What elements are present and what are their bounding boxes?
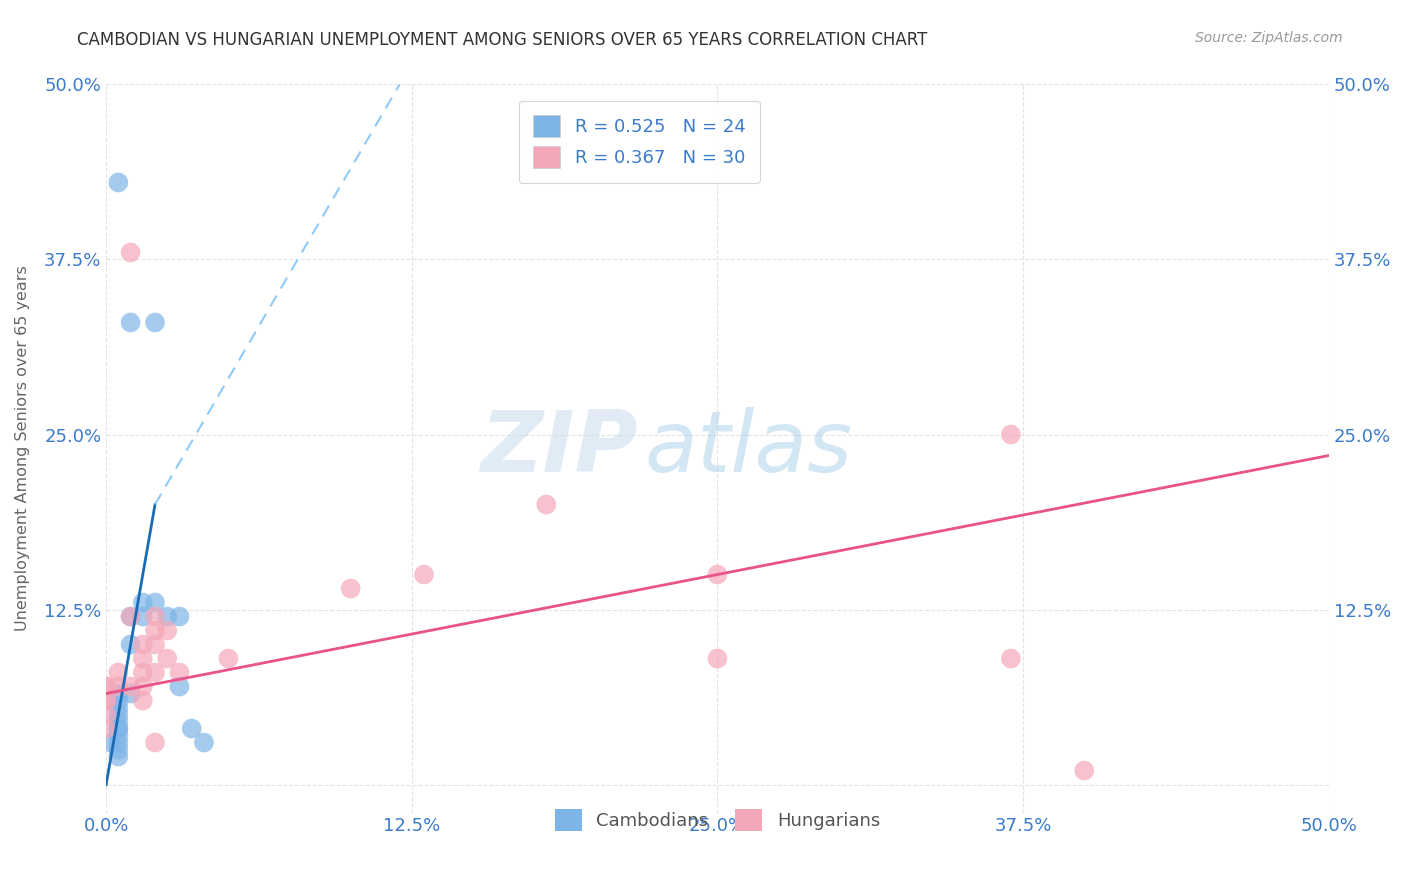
Point [413, 567, 436, 582]
Point [1073, 764, 1095, 778]
Point [180, 722, 202, 736]
Point [706, 567, 728, 582]
Point [156, 624, 179, 638]
Point [169, 680, 191, 694]
Point [132, 651, 155, 665]
Point [107, 742, 129, 756]
Point [169, 609, 191, 624]
Point [1000, 651, 1022, 665]
Point [1000, 427, 1022, 442]
Point [706, 651, 728, 665]
Point [120, 638, 142, 652]
Point [107, 722, 129, 736]
Point [169, 665, 191, 680]
Point [94, 693, 117, 707]
Point [120, 316, 142, 330]
Point [107, 665, 129, 680]
Point [94, 693, 117, 707]
Legend: Cambodians, Hungarians: Cambodians, Hungarians [543, 797, 893, 844]
Text: Source: ZipAtlas.com: Source: ZipAtlas.com [1195, 31, 1343, 45]
Point [143, 735, 166, 749]
Point [107, 714, 129, 729]
Point [107, 722, 129, 736]
Point [143, 595, 166, 609]
Point [132, 609, 155, 624]
Point [156, 609, 179, 624]
Point [94, 707, 117, 722]
Point [143, 624, 166, 638]
Text: CAMBODIAN VS HUNGARIAN UNEMPLOYMENT AMONG SENIORS OVER 65 YEARS CORRELATION CHAR: CAMBODIAN VS HUNGARIAN UNEMPLOYMENT AMON… [77, 31, 928, 49]
Point [339, 582, 361, 596]
Point [536, 498, 558, 512]
Point [143, 316, 166, 330]
Point [94, 722, 117, 736]
Point [120, 680, 142, 694]
Point [132, 665, 155, 680]
Point [107, 176, 129, 190]
Point [132, 638, 155, 652]
Text: ZIP: ZIP [481, 407, 638, 490]
Point [94, 680, 117, 694]
Y-axis label: Unemployment Among Seniors over 65 years: Unemployment Among Seniors over 65 years [15, 266, 30, 632]
Point [107, 749, 129, 764]
Point [156, 651, 179, 665]
Point [143, 609, 166, 624]
Text: atlas: atlas [644, 407, 852, 490]
Point [143, 638, 166, 652]
Point [217, 651, 239, 665]
Point [120, 687, 142, 701]
Point [107, 700, 129, 714]
Point [107, 735, 129, 749]
Point [132, 680, 155, 694]
Point [120, 245, 142, 260]
Point [132, 595, 155, 609]
Point [143, 665, 166, 680]
Point [193, 735, 215, 749]
Point [107, 680, 129, 694]
Point [107, 707, 129, 722]
Point [132, 693, 155, 707]
Point [120, 609, 142, 624]
Point [100, 735, 122, 749]
Point [94, 680, 117, 694]
Point [120, 609, 142, 624]
Point [107, 693, 129, 707]
Point [107, 729, 129, 743]
Point [107, 687, 129, 701]
